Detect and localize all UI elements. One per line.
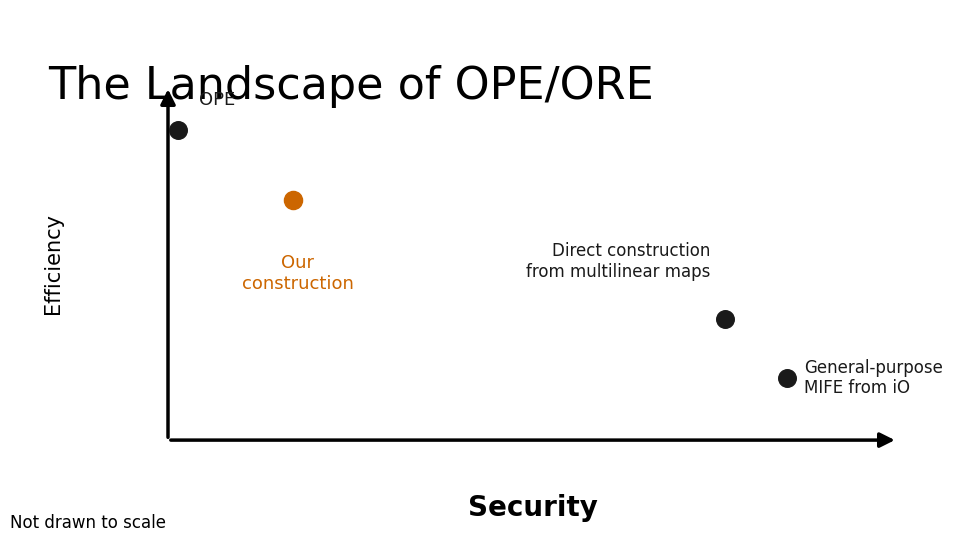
Text: Security: Security <box>468 494 598 522</box>
Text: General-purpose
MIFE from iO: General-purpose MIFE from iO <box>804 359 944 397</box>
Text: Efficiency: Efficiency <box>43 213 62 314</box>
Point <box>780 374 795 382</box>
Point <box>170 125 185 134</box>
Text: OPE: OPE <box>199 91 235 109</box>
Text: Our
construction: Our construction <box>242 254 353 293</box>
Point <box>717 314 732 323</box>
Point <box>285 195 300 204</box>
Text: Direct construction
from multilinear maps: Direct construction from multilinear map… <box>526 242 710 281</box>
Text: Not drawn to scale: Not drawn to scale <box>10 514 165 532</box>
Text: The Landscape of OPE/ORE: The Landscape of OPE/ORE <box>48 65 654 108</box>
